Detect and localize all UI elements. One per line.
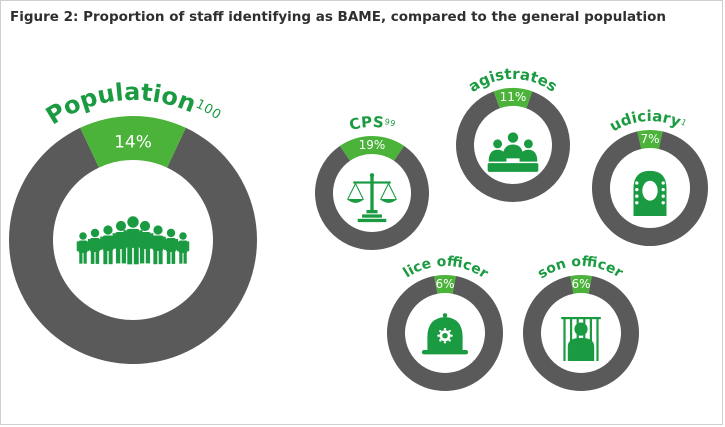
donut-slice-police xyxy=(434,275,456,294)
data-label-judiciary: 7% xyxy=(640,132,659,146)
judge-wig-icon xyxy=(633,170,667,216)
donut-remainder-police xyxy=(387,276,503,392)
donut-slice-population xyxy=(80,116,186,168)
donut-remainder-population xyxy=(8,127,257,364)
donut-remainder-magistrates xyxy=(456,91,570,203)
data-label-magistrates: 11% xyxy=(500,90,527,104)
donut-slice-judiciary xyxy=(637,130,663,149)
police-helmet-icon xyxy=(421,313,469,355)
figure-title: Figure 2: Proportion of staff identifyin… xyxy=(10,9,667,25)
donut-remainder-cps xyxy=(315,145,429,250)
category-label-cps: CPS99 xyxy=(347,113,396,134)
donut-slice-magistrates xyxy=(493,88,533,109)
donut-remainder-prison xyxy=(523,276,639,392)
donut-population: 14%Population100 xyxy=(8,78,257,364)
data-label-prison: 6% xyxy=(571,277,590,291)
donut-cps: 19% CPS99 xyxy=(315,113,429,250)
scales-of-justice-icon xyxy=(346,173,398,223)
donut-slice-prison xyxy=(570,275,592,294)
data-label-cps: 19% xyxy=(359,138,386,152)
category-label-magistrates: Magistrates101 xyxy=(0,0,561,96)
people-crowd-icon xyxy=(76,216,190,265)
data-label-police: 6% xyxy=(435,277,454,291)
prisoner-behind-bars-icon xyxy=(561,317,601,361)
donut-slice-cps xyxy=(339,136,405,161)
group-of-people-icon xyxy=(487,132,539,172)
donut-remainder-judiciary xyxy=(592,131,708,247)
category-label-judiciary: Judiciary102 xyxy=(0,0,688,135)
data-label-population: 14% xyxy=(114,133,152,153)
